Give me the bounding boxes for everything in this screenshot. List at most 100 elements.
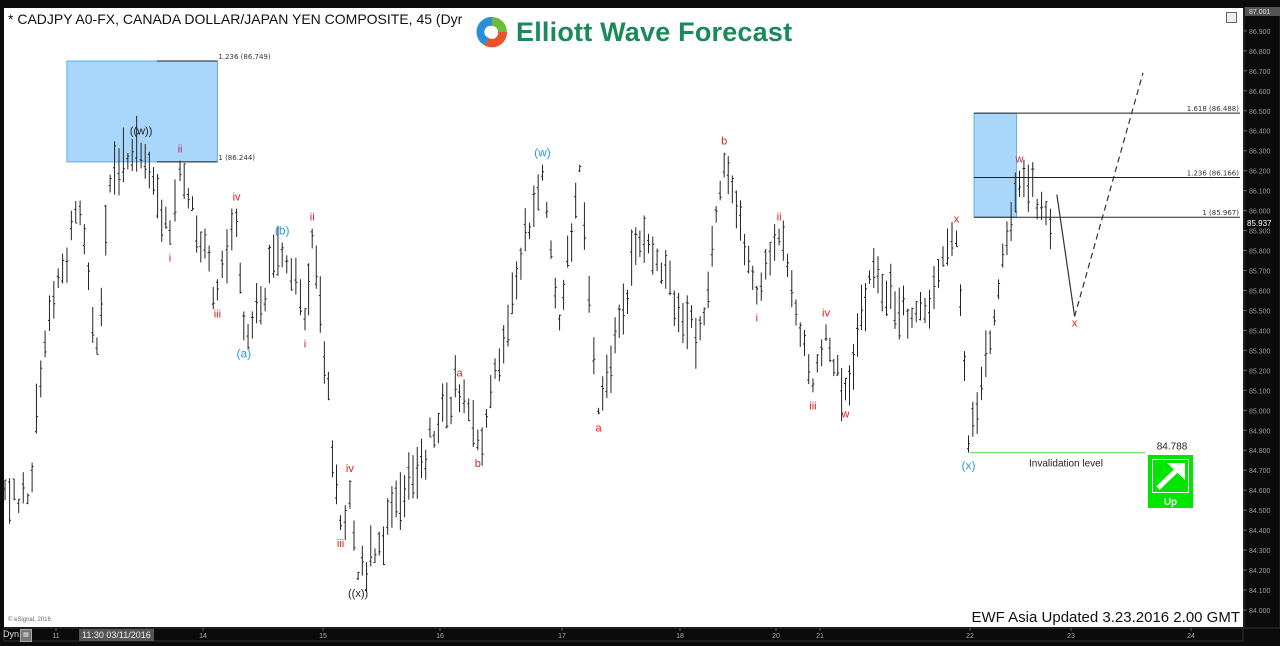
ohlc-bar	[30, 462, 34, 493]
y-tick-label: 86.500	[1249, 109, 1271, 116]
ohlc-bar	[432, 430, 436, 448]
y-tick-label: 86.200	[1249, 169, 1271, 176]
ohlc-bar	[52, 281, 56, 319]
ohlc-bar	[889, 263, 893, 309]
wave-label: b	[721, 136, 727, 148]
wave-label: w	[1015, 154, 1024, 166]
ohlc-bar	[798, 322, 802, 347]
ohlc-bar	[419, 438, 423, 479]
ohlc-bar	[497, 348, 501, 382]
ohlc-bar	[1040, 191, 1044, 221]
ohlc-bar	[255, 282, 259, 324]
ohlc-bar	[1031, 162, 1035, 198]
y-tick-label: 85.600	[1249, 288, 1271, 295]
ohlc-bar	[235, 208, 239, 237]
ohlc-bar	[811, 378, 815, 393]
ohlc-bar	[828, 337, 832, 363]
signal-label: Up	[1163, 497, 1178, 508]
ohlc-bar	[259, 286, 263, 325]
ohlc-bar	[285, 255, 289, 274]
ohlc-bar	[403, 475, 407, 518]
dyn-toggle-button[interactable]: ▤	[20, 629, 32, 642]
wave-label: (a)	[236, 346, 251, 360]
ohlc-bar	[467, 398, 471, 422]
ohlc-bar	[574, 182, 578, 219]
ohlc-bar	[272, 234, 276, 278]
fib-level-label: 1.236 (86.749)	[218, 53, 270, 61]
ohlc-bar	[515, 261, 519, 300]
ohlc-bar	[946, 228, 949, 266]
ohlc-bar	[885, 280, 888, 316]
x-tick-label: 17	[558, 633, 566, 640]
ohlc-bar	[225, 229, 229, 284]
ohlc-bar	[12, 478, 16, 501]
ohlc-bar	[398, 472, 402, 531]
ohlc-bar	[348, 480, 352, 509]
ohlc-bar	[549, 240, 553, 259]
x-tick-label: 23	[1067, 633, 1075, 640]
ohlc-bar	[759, 272, 763, 301]
ohlc-bar	[61, 253, 65, 284]
ohlc-bar	[836, 354, 840, 376]
x-tick-label: 14	[199, 633, 207, 640]
ohlc-bar	[441, 383, 445, 422]
ohlc-bar	[967, 435, 970, 453]
fib-target-box	[66, 60, 218, 163]
y-tick-label: 84.600	[1249, 488, 1271, 495]
ohlc-bar	[743, 233, 747, 266]
ohlc-bar	[203, 228, 207, 259]
ohlc-bar	[207, 245, 211, 272]
ohlc-bar	[121, 127, 125, 183]
ohlc-bar	[540, 164, 544, 181]
ohlc-bar	[664, 250, 668, 289]
ohlc-bar	[755, 285, 759, 305]
wave-label: (x)	[962, 459, 976, 473]
ohlc-bar	[726, 156, 730, 195]
ohlc-bar	[685, 295, 689, 350]
invalidation-value: 84.788	[1157, 442, 1188, 453]
ohlc-bar	[914, 301, 918, 323]
ohlc-bar	[932, 265, 936, 310]
ohlc-bar	[1035, 198, 1039, 220]
ohlc-bar	[558, 314, 562, 331]
ohlc-bar	[844, 377, 847, 401]
ohlc-bar	[601, 376, 605, 411]
ohlc-bar	[950, 222, 954, 257]
ohlc-bar	[820, 339, 824, 367]
window-close-button[interactable]	[1226, 12, 1237, 23]
ohlc-bar	[1013, 172, 1017, 213]
y-tick-label: 86.700	[1249, 69, 1271, 76]
ohlc-bar	[130, 138, 134, 172]
ohlc-bar	[975, 392, 979, 434]
ohlc-bar	[436, 412, 440, 444]
logo-swirl-icon	[476, 16, 508, 48]
ohlc-bar	[471, 399, 475, 448]
ohlc-bar	[476, 429, 480, 451]
ohlc-bar	[453, 355, 457, 398]
ohlc-bar	[790, 270, 794, 308]
ohlc-bar	[794, 299, 798, 326]
ohlc-bar	[82, 224, 86, 255]
wave-label: iii	[809, 400, 816, 412]
ohlc-bar	[394, 480, 398, 518]
y-tick-label: 85.500	[1249, 308, 1271, 315]
ohlc-bar	[777, 228, 781, 246]
ohlc-bar	[876, 256, 880, 294]
ohlc-bar	[267, 244, 271, 284]
y-tick-label: 84.500	[1249, 508, 1271, 515]
ohlc-bar	[104, 204, 108, 256]
ohlc-bar	[642, 215, 646, 263]
ohlc-bar	[880, 274, 884, 312]
y-tick-label: 85.800	[1249, 249, 1271, 256]
ohlc-bar	[238, 262, 242, 294]
ohlc-bar	[570, 223, 574, 262]
x-tick-label: 22	[966, 633, 974, 640]
y-tick-label: 86.100	[1249, 189, 1271, 196]
up-signal-badge: Up	[1148, 455, 1193, 508]
ohlc-bar	[1044, 201, 1048, 226]
ohlc-bar	[519, 247, 523, 280]
y-tick-label: 85.300	[1249, 348, 1271, 355]
ohlc-bar	[893, 291, 897, 329]
ohlc-bar	[840, 368, 844, 422]
